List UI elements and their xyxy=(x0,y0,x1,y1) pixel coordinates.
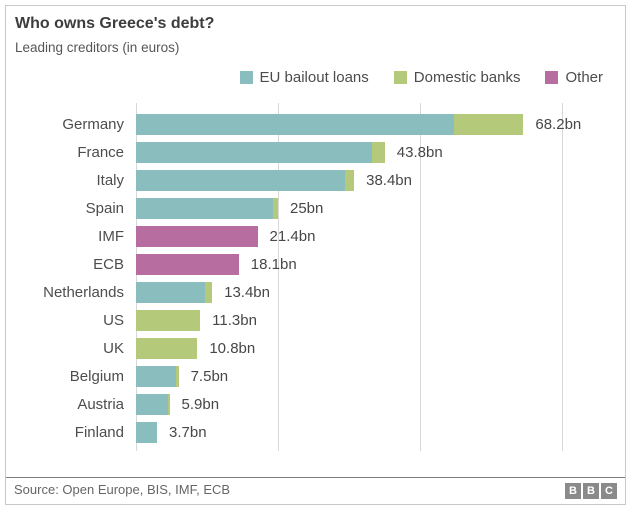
bar-segment-domestic-banks xyxy=(175,366,179,387)
legend-swatch-icon xyxy=(239,71,253,84)
bar-segment-domestic-banks xyxy=(204,282,213,303)
bar-segment-domestic-banks xyxy=(136,338,198,359)
bar-segment-eu-bailout-loans xyxy=(136,198,274,219)
chart-panel: Who owns Greece's debt? Leading creditor… xyxy=(5,5,626,505)
bbc-letter-block: B xyxy=(565,483,581,499)
bar-finland xyxy=(136,422,158,443)
bar-segment-domestic-banks xyxy=(273,198,278,219)
bar-ecb xyxy=(136,254,239,275)
bar-segment-eu-bailout-loans xyxy=(136,142,372,163)
value-label-germany: 68.2bn xyxy=(535,116,582,133)
value-label-spain: 25bn xyxy=(290,200,324,217)
value-label-italy: 38.4bn xyxy=(366,172,412,189)
bar-netherlands xyxy=(136,282,213,303)
value-label-belgium: 7.5bn xyxy=(190,368,229,385)
category-label-imf: IMF xyxy=(98,228,124,245)
legend-item-other: Other xyxy=(545,69,603,86)
bar-segment-domestic-banks xyxy=(136,310,201,331)
bar-germany xyxy=(136,114,524,135)
bar-belgium xyxy=(136,366,179,387)
bar-segment-eu-bailout-loans xyxy=(136,422,158,443)
category-label-us: US xyxy=(103,312,124,329)
page-title: Who owns Greece's debt? xyxy=(15,15,215,32)
category-label-finland: Finland xyxy=(74,424,124,441)
bbc-letter-block: B xyxy=(583,483,599,499)
bar-segment-eu-bailout-loans xyxy=(136,366,176,387)
gridline-25 xyxy=(278,103,279,451)
bar-segment-domestic-banks xyxy=(371,142,385,163)
category-label-belgium: Belgium xyxy=(69,368,124,385)
bar-segment-other xyxy=(136,254,239,275)
bar-segment-eu-bailout-loans xyxy=(136,394,168,415)
bar-austria xyxy=(136,394,170,415)
bar-segment-domestic-banks xyxy=(167,394,170,415)
value-label-finland: 3.7bn xyxy=(169,424,207,441)
bar-france xyxy=(136,142,385,163)
category-label-netherlands: Netherlands xyxy=(43,284,124,301)
chart: Germany 68.2bn France 43.8bn Italy 38.4bn Spai… xyxy=(6,103,625,451)
bar-segment-eu-bailout-loans xyxy=(136,170,346,191)
category-label-uk: UK xyxy=(103,340,124,357)
legend: EU bailout loans Domestic banks Other xyxy=(239,69,603,86)
bar-us xyxy=(136,310,201,331)
legend-label: Other xyxy=(565,69,603,86)
legend-label: Domestic banks xyxy=(413,69,521,86)
value-label-france: 43.8bn xyxy=(396,144,443,161)
bar-segment-eu-bailout-loans xyxy=(136,114,455,135)
gridline-0 xyxy=(136,103,137,451)
gridline-75 xyxy=(562,103,563,451)
category-label-germany: Germany xyxy=(62,116,124,133)
bar-uk xyxy=(136,338,198,359)
value-label-imf: 21.4bn xyxy=(269,228,316,245)
category-label-spain: Spain xyxy=(85,200,124,217)
bar-segment-eu-bailout-loans xyxy=(136,282,205,303)
value-label-ecb: 18.1bn xyxy=(250,256,297,273)
category-label-ecb: ECB xyxy=(93,256,124,273)
legend-label: EU bailout loans xyxy=(259,69,369,86)
category-label-austria: Austria xyxy=(77,396,124,413)
category-label-france: France xyxy=(77,144,124,161)
bar-segment-other xyxy=(136,226,258,247)
bar-italy xyxy=(136,170,355,191)
legend-item-eu-bailout-loans: EU bailout loans xyxy=(239,69,369,86)
bar-spain xyxy=(136,198,278,219)
footer-divider xyxy=(6,477,625,478)
value-label-us: 11.3bn xyxy=(212,312,257,329)
value-label-uk: 10.8bn xyxy=(209,340,256,357)
gridline-50 xyxy=(420,103,421,451)
bar-segment-domestic-banks xyxy=(454,114,524,135)
bbc-letter-block: C xyxy=(601,483,617,499)
chart-subtitle: Leading creditors (in euros) xyxy=(15,40,180,55)
value-label-netherlands: 13.4bn xyxy=(224,284,270,301)
legend-swatch-icon xyxy=(545,71,559,84)
source-text: Source: Open Europe, BIS, IMF, ECB xyxy=(14,482,231,497)
bar-imf xyxy=(136,226,258,247)
category-label-italy: Italy xyxy=(96,172,124,189)
value-label-austria: 5.9bn xyxy=(181,396,220,413)
legend-swatch-icon xyxy=(393,71,407,84)
legend-item-domestic-banks: Domestic banks xyxy=(393,69,521,86)
bar-segment-domestic-banks xyxy=(345,170,355,191)
